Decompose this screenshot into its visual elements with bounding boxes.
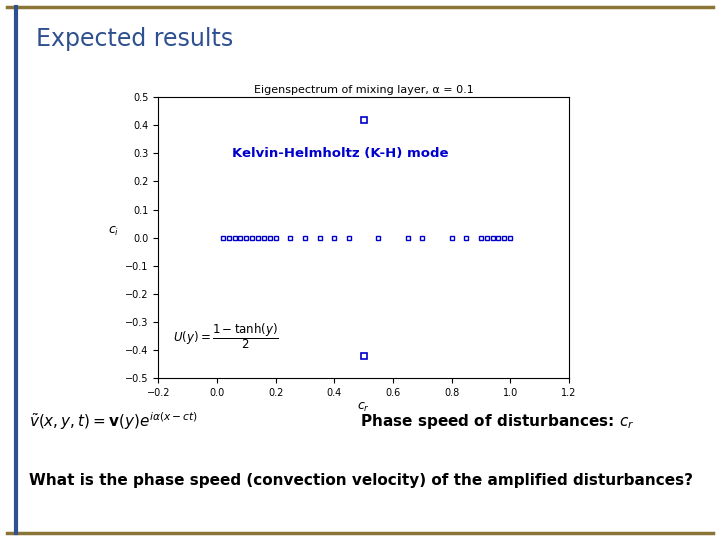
X-axis label: $c_r$: $c_r$ xyxy=(357,401,370,414)
Text: $U(y) = \dfrac{1-\tanh(y)}{2}$: $U(y) = \dfrac{1-\tanh(y)}{2}$ xyxy=(173,321,279,350)
Text: $\tilde{v}(x, y, t) = \mathbf{v}(y)e^{i\alpha(x-ct)}$: $\tilde{v}(x, y, t) = \mathbf{v}(y)e^{i\… xyxy=(29,410,198,432)
Text: Expected results: Expected results xyxy=(36,27,233,51)
Text: What is the phase speed (convection velocity) of the amplified disturbances?: What is the phase speed (convection velo… xyxy=(29,473,693,488)
Y-axis label: $c_i$: $c_i$ xyxy=(109,225,120,238)
Text: Kelvin-Helmholtz (K-H) mode: Kelvin-Helmholtz (K-H) mode xyxy=(232,147,448,160)
Text: Phase speed of disturbances: $c_r$: Phase speed of disturbances: $c_r$ xyxy=(360,411,634,431)
Title: Eigenspectrum of mixing layer, α = 0.1: Eigenspectrum of mixing layer, α = 0.1 xyxy=(253,85,474,95)
